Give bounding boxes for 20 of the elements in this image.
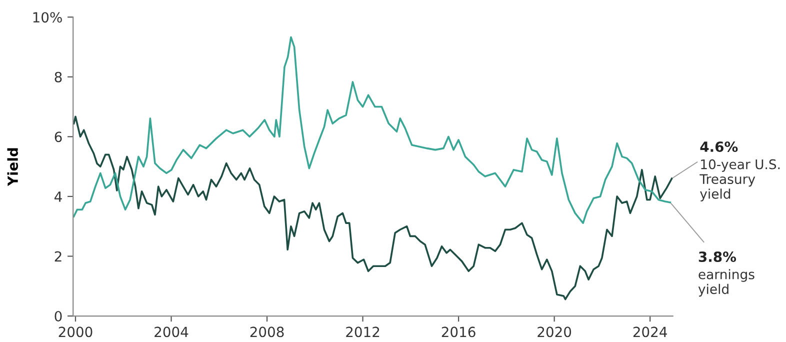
line-series: [73, 36, 672, 224]
y-tick-label: 2: [54, 251, 62, 262]
annotation: 3.8%: [698, 252, 736, 262]
x-tick-label: 2020: [538, 326, 572, 338]
line-series: [73, 116, 673, 300]
y-tick-label: 0: [54, 310, 62, 322]
text: 10-year U.S. Treasury yield: [700, 159, 780, 202]
x-tick-label: 2012: [346, 326, 380, 338]
y-axis-title: Yield: [7, 148, 18, 186]
y-tick-label: 10%: [33, 12, 62, 23]
y-tick-label: 4: [54, 192, 62, 202]
x-tick-label: 2000: [58, 326, 92, 338]
y-tick-label: 6: [54, 132, 62, 142]
y-tick-label: 8: [54, 72, 62, 82]
x-tick-label: 2004: [154, 326, 188, 338]
x-tick-label: 2008: [250, 326, 284, 338]
x-tick-label: 2024: [633, 326, 667, 338]
x-tick-label: 2016: [442, 326, 476, 338]
text: earnings yield: [698, 269, 754, 297]
annotation: 4.6%: [700, 141, 738, 152]
